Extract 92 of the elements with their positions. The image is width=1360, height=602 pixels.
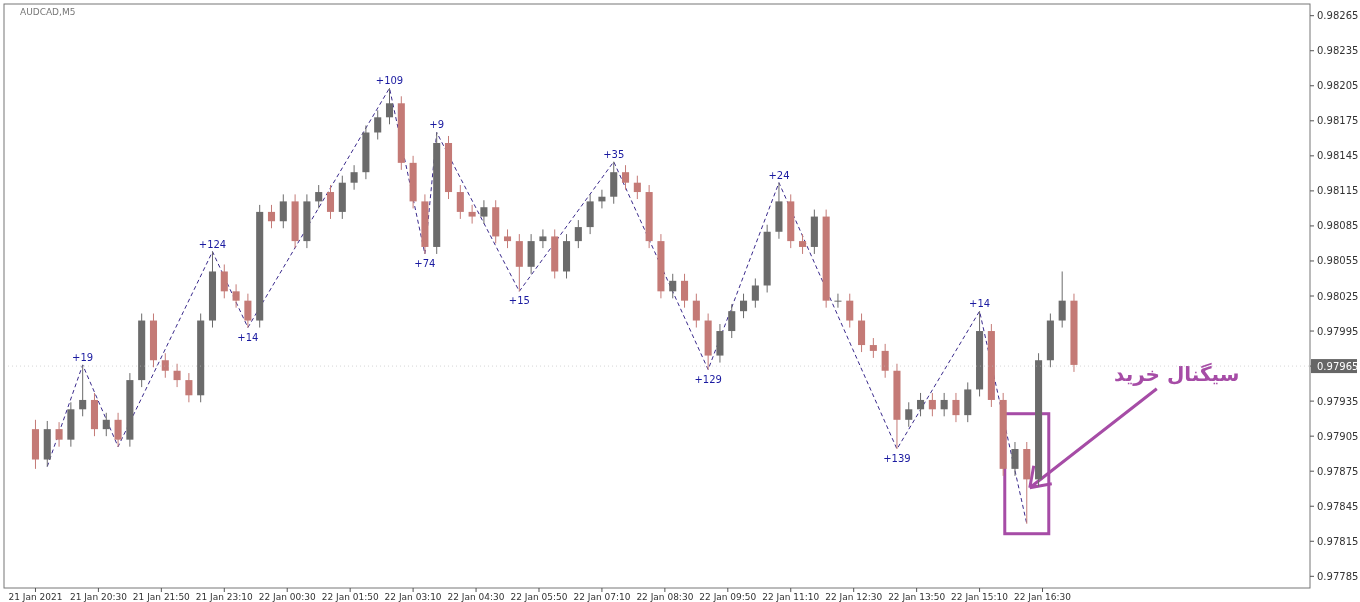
candlestick <box>385 87 394 125</box>
candlestick <box>102 412 110 437</box>
x-tick-label: 21 Jan 2021 <box>8 592 63 602</box>
y-tick-label: 0.98175 <box>1317 115 1359 127</box>
x-tick-label: 22 Jan 15:10 <box>951 592 1009 602</box>
x-tick-label: 22 Jan 11:10 <box>762 592 820 602</box>
candlestick <box>1058 270 1066 329</box>
y-tick-label: 0.97995 <box>1317 325 1359 337</box>
candlestick <box>869 337 877 359</box>
candlestick <box>681 273 689 309</box>
y-tick-label: 0.97875 <box>1317 465 1359 477</box>
y-tick-label: 0.98265 <box>1317 10 1359 22</box>
candlestick <box>940 392 948 417</box>
note-arrow-signal: سیگنال خرید <box>1028 361 1240 490</box>
ref-line-label: 0.97965 <box>1317 360 1359 372</box>
candlestick <box>279 193 287 229</box>
x-tick-label: 22 Jan 05:50 <box>510 592 568 602</box>
y-tick-label: 0.98025 <box>1317 290 1359 302</box>
candlestick <box>669 273 677 299</box>
y-tick-label: 0.98115 <box>1317 185 1359 197</box>
candlestick <box>1011 441 1019 477</box>
x-tick-label: 21 Jan 20:30 <box>69 592 128 602</box>
candlestick <box>185 372 193 403</box>
y-tick-label: 0.97935 <box>1317 395 1359 407</box>
x-tick-label: 22 Jan 00:30 <box>258 592 316 602</box>
candlestick <box>232 283 240 309</box>
candlestick <box>928 392 936 417</box>
candlestick <box>751 277 759 309</box>
candlestick <box>456 184 464 220</box>
y-tick-label: 0.98235 <box>1317 45 1359 57</box>
candlestick <box>374 109 382 140</box>
candlestick <box>834 293 842 309</box>
annotation: +35 <box>603 148 625 160</box>
candlestick <box>905 401 913 428</box>
annotation: +14 <box>237 331 259 343</box>
candlestick <box>79 364 87 417</box>
candlestick <box>728 303 736 339</box>
candlestick <box>633 175 641 200</box>
annotation: +139 <box>883 453 911 465</box>
chart-title: AUDCAD,M5 <box>20 7 76 17</box>
y-tick-label: 0.97785 <box>1317 570 1359 582</box>
x-tick-label: 21 Jan 21:50 <box>132 592 191 602</box>
candlestick <box>244 293 252 329</box>
y-tick-label: 0.97845 <box>1317 500 1359 512</box>
x-tick-label: 22 Jan 16:30 <box>1014 592 1072 602</box>
y-tick-label: 0.98205 <box>1317 80 1359 92</box>
y-tick-label: 0.97905 <box>1317 430 1359 442</box>
x-tick-label: 22 Jan 03:10 <box>384 592 442 602</box>
candlestick <box>468 204 476 225</box>
candlestick <box>539 228 547 249</box>
candlestick <box>55 421 63 448</box>
candlestick <box>350 164 358 191</box>
y-tick-label: 0.98085 <box>1317 220 1359 232</box>
candlestick <box>315 184 323 209</box>
candlestick <box>740 293 748 319</box>
x-tick-label: 22 Jan 01:50 <box>321 592 379 602</box>
candlestick <box>917 392 925 417</box>
candlestick <box>881 343 889 379</box>
x-tick-label: 22 Jan 08:30 <box>636 592 694 602</box>
annotation: +15 <box>508 295 530 307</box>
annotation: +14 <box>969 298 991 310</box>
annotation: سیگنال خرید <box>1114 361 1240 386</box>
candlestick <box>161 352 169 379</box>
x-tick-label: 22 Jan 12:30 <box>825 592 883 602</box>
candlestick <box>692 293 700 329</box>
x-tick-label: 22 Jan 04:30 <box>447 592 505 602</box>
candlestick <box>621 164 630 191</box>
annotation: +19 <box>72 351 94 363</box>
annotation: +129 <box>694 373 722 385</box>
annotation: +24 <box>768 169 790 181</box>
candlestick <box>799 233 807 255</box>
x-tick-label: 21 Jan 23:10 <box>195 592 254 602</box>
y-tick-label: 0.97815 <box>1317 535 1359 547</box>
candlestick <box>952 392 960 423</box>
candlestick <box>480 199 488 225</box>
x-tick-label: 22 Jan 13:50 <box>888 592 946 602</box>
candlestick <box>220 263 228 299</box>
x-tick-label: 22 Jan 07:10 <box>573 592 631 602</box>
candlestick <box>114 412 122 448</box>
annotation: +9 <box>429 119 445 131</box>
candlestick <box>846 293 854 329</box>
candlestick <box>574 219 582 249</box>
annotation: +124 <box>198 238 227 250</box>
candlestick <box>267 204 276 229</box>
candlestick <box>173 363 181 388</box>
candlestick <box>503 228 512 249</box>
y-tick-label: 0.98055 <box>1317 255 1359 267</box>
candlestick <box>326 184 335 220</box>
annotation: +109 <box>375 75 404 87</box>
annotation: +74 <box>414 257 436 269</box>
x-tick-label: 22 Jan 09:50 <box>699 592 757 602</box>
y-tick-label: 0.98145 <box>1317 150 1359 162</box>
